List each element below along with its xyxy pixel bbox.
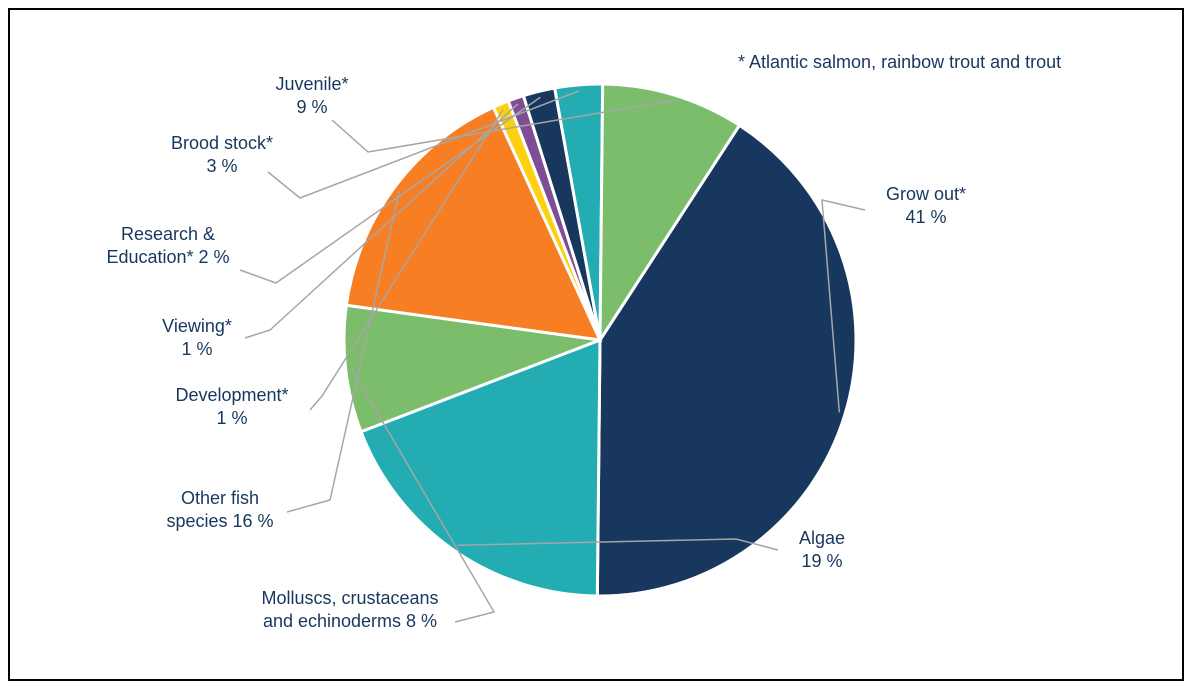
leader-line: [821, 199, 866, 413]
slice-label: Algae 19 %: [799, 527, 845, 573]
leader-line: [331, 99, 673, 153]
slice-label-line: Molluscs, crustaceans: [261, 588, 439, 608]
pie-slice: [342, 303, 601, 434]
slice-label-line: 1 %: [216, 408, 248, 428]
leader-line: [286, 190, 401, 513]
slice-label: Development* 1 %: [175, 384, 288, 430]
slice-label-line: Algae: [798, 528, 846, 548]
slice-label-line: and echinoderms 8 %: [262, 611, 438, 631]
slice-label: Molluscs, crustaceans and echinoderms 8 %: [261, 587, 438, 633]
slice-label-line: Research &: [120, 224, 216, 244]
leader-line: [457, 538, 779, 551]
slice-label-line: Education* 2 %: [106, 247, 230, 267]
slice-label: Grow out* 41 %: [886, 183, 966, 229]
leader-line: [309, 109, 504, 411]
slice-label-line: Juvenile*: [275, 74, 349, 94]
leader-line: [351, 368, 496, 623]
slice-label-line: 3 %: [206, 156, 238, 176]
leader-line: [244, 103, 519, 339]
pie-slice: [359, 337, 602, 598]
slice-label: Other fish species 16 %: [166, 487, 273, 533]
leader-line: [267, 90, 580, 199]
leader-line: [239, 96, 541, 284]
pie-slice: [344, 105, 603, 342]
slice-label-line: Grow out*: [885, 184, 967, 204]
slice-label-line: 1 %: [181, 339, 213, 359]
slice-label-line: Other fish: [180, 488, 260, 508]
slice-label: Research & Education* 2 %: [106, 223, 229, 269]
slice-label: Brood stock* 3 %: [171, 132, 273, 178]
pie-slice: [598, 82, 742, 346]
slice-label-line: 41 %: [905, 207, 947, 227]
slice-label-line: 9 %: [296, 97, 328, 117]
chart-footnote: * Atlantic salmon, rainbow trout and tro…: [738, 52, 1062, 72]
slice-label-line: Brood stock*: [170, 133, 274, 153]
slice-label: Juvenile* 9 %: [275, 73, 348, 119]
slice-label-line: 19 %: [801, 551, 843, 571]
slice-label-line: species 16 %: [166, 511, 274, 531]
slice-label-line: Viewing*: [162, 316, 232, 336]
slice-label: Viewing* 1 %: [162, 315, 232, 361]
slice-label-line: Development*: [175, 385, 289, 405]
pie-slice: [595, 123, 858, 598]
